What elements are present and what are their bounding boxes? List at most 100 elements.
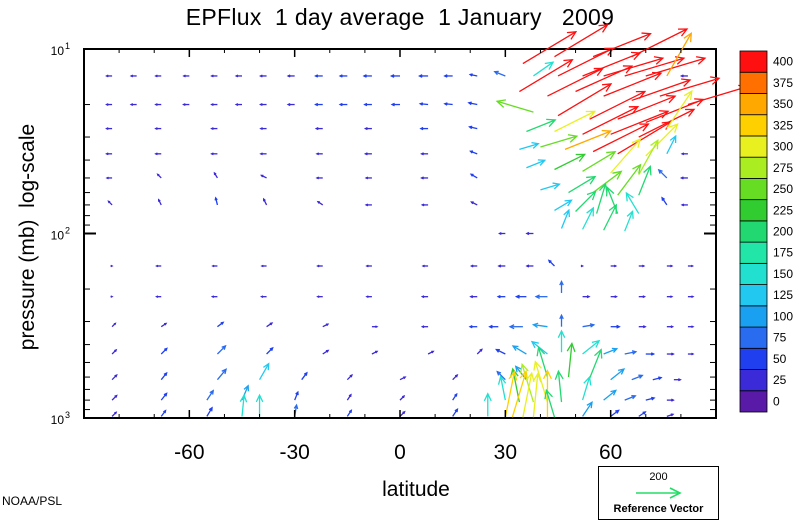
vector-arrow-70 xyxy=(110,295,114,298)
vector-arrow-29 xyxy=(467,101,478,106)
vector-arrow-32 xyxy=(210,127,218,131)
vector-arrow-218 xyxy=(666,352,675,356)
x-axis-label: latitude xyxy=(382,478,450,501)
x-tick-label-1: -30 xyxy=(279,441,309,464)
vector-field xyxy=(105,24,749,418)
vector-arrow-116 xyxy=(346,409,353,417)
colorbar-swatch-15 xyxy=(739,71,768,94)
vector-arrow-140 xyxy=(495,99,534,113)
vector-arrow-41 xyxy=(259,152,267,156)
colorbar-swatch-13 xyxy=(739,114,768,137)
vector-arrow-33 xyxy=(259,127,267,131)
vector-arrow-143 xyxy=(617,94,677,120)
vector-arrow-64 xyxy=(211,264,218,268)
vector-arrow-95 xyxy=(160,371,168,381)
vector-arrow-202 xyxy=(508,324,523,330)
colorbar-swatch-6 xyxy=(739,262,768,285)
vector-arrow-131 xyxy=(592,32,652,58)
vector-arrow-4 xyxy=(210,74,218,78)
vector-arrow-229 xyxy=(497,375,507,401)
colorbar-label-5: 125 xyxy=(773,288,793,302)
vector-arrow-185 xyxy=(525,264,534,268)
vector-arrow-153 xyxy=(592,123,650,153)
vector-arrow-7 xyxy=(286,74,295,78)
vector-arrow-135 xyxy=(575,65,634,93)
vector-arrow-61 xyxy=(470,201,478,206)
reference-vector-label: Reference Vector xyxy=(613,503,704,515)
vector-arrow-189 xyxy=(638,264,646,268)
vector-arrow-18 xyxy=(182,103,190,107)
vector-arrow-204 xyxy=(559,313,564,327)
vector-arrow-98 xyxy=(301,371,308,381)
vector-arrow-201 xyxy=(488,324,499,329)
vector-arrow-176 xyxy=(525,231,534,236)
vector-arrow-181 xyxy=(666,134,677,155)
vector-arrow-156 xyxy=(526,159,547,169)
chart-title: EPFlux 1 day average 1 January 2009 xyxy=(185,4,615,30)
vector-arrow-34 xyxy=(314,127,323,131)
vector-arrow-208 xyxy=(666,325,675,329)
x-tick-label-4: 60 xyxy=(599,441,622,464)
vector-arrow-172 xyxy=(581,206,594,230)
vector-arrow-15 xyxy=(105,103,113,106)
vector-arrow-26 xyxy=(390,102,400,107)
vector-arrow-234 xyxy=(581,375,592,401)
vector-arrow-127 xyxy=(666,31,692,77)
vector-arrow-223 xyxy=(566,341,576,378)
vector-arrow-10 xyxy=(362,74,372,78)
vector-arrow-101 xyxy=(452,374,459,381)
vector-arrow-90 xyxy=(322,349,330,355)
vector-arrow-236 xyxy=(624,394,637,401)
vector-arrow-148 xyxy=(610,110,670,135)
vector-arrow-248 xyxy=(666,413,675,417)
vector-arrow-164 xyxy=(617,163,642,196)
y-tick-label-2: 10 xyxy=(51,413,65,427)
vector-arrow-141 xyxy=(557,83,613,117)
vector-arrow-193 xyxy=(514,294,527,299)
vector-arrow-233 xyxy=(554,369,564,403)
y-tick-label-1: 10 xyxy=(51,229,65,243)
vector-arrow-87 xyxy=(160,347,168,355)
vector-arrow-142 xyxy=(589,90,647,120)
vector-arrow-214 xyxy=(582,339,601,355)
vector-arrow-103 xyxy=(160,392,168,401)
vector-arrow-206 xyxy=(610,324,621,329)
vector-arrow-188 xyxy=(610,264,618,268)
vector-arrow-245 xyxy=(582,400,593,417)
vector-arrow-165 xyxy=(638,165,652,196)
vector-arrow-155 xyxy=(645,123,679,157)
vector-arrow-43 xyxy=(363,152,372,156)
vector-arrow-5 xyxy=(234,74,242,78)
colorbar-label-16: 400 xyxy=(773,55,793,69)
vector-arrow-63 xyxy=(155,264,162,268)
vector-arrow-108 xyxy=(399,394,406,401)
vector-arrow-170 xyxy=(625,191,640,214)
vector-arrow-136 xyxy=(603,71,663,97)
vector-arrow-118 xyxy=(452,407,459,417)
colorbar-label-3: 75 xyxy=(773,331,787,345)
vector-arrow-242 xyxy=(532,372,542,418)
vector-arrow-12 xyxy=(417,74,429,78)
vector-arrow-158 xyxy=(582,150,617,172)
vector-arrow-85 xyxy=(468,325,478,329)
vector-arrow-198 xyxy=(638,295,647,299)
colorbar-swatch-1 xyxy=(739,369,768,392)
vector-arrow-235 xyxy=(603,389,617,401)
vector-arrow-109 xyxy=(452,392,458,401)
vector-arrow-80 xyxy=(217,321,225,328)
vector-arrow-24 xyxy=(338,102,348,107)
vector-arrow-25 xyxy=(363,102,372,107)
vector-arrow-106 xyxy=(294,390,299,401)
vector-arrow-120 xyxy=(493,70,506,77)
vector-arrow-117 xyxy=(399,410,406,417)
vector-arrow-219 xyxy=(687,352,695,356)
vector-arrow-160 xyxy=(638,138,659,176)
vector-arrow-42 xyxy=(315,152,323,156)
vector-arrow-137 xyxy=(631,78,692,102)
vector-arrow-62 xyxy=(110,264,114,268)
vector-arrow-92 xyxy=(427,350,435,355)
vector-arrow-157 xyxy=(554,153,587,171)
vector-arrow-111 xyxy=(160,409,167,417)
colorbar-label-12: 300 xyxy=(773,140,793,154)
